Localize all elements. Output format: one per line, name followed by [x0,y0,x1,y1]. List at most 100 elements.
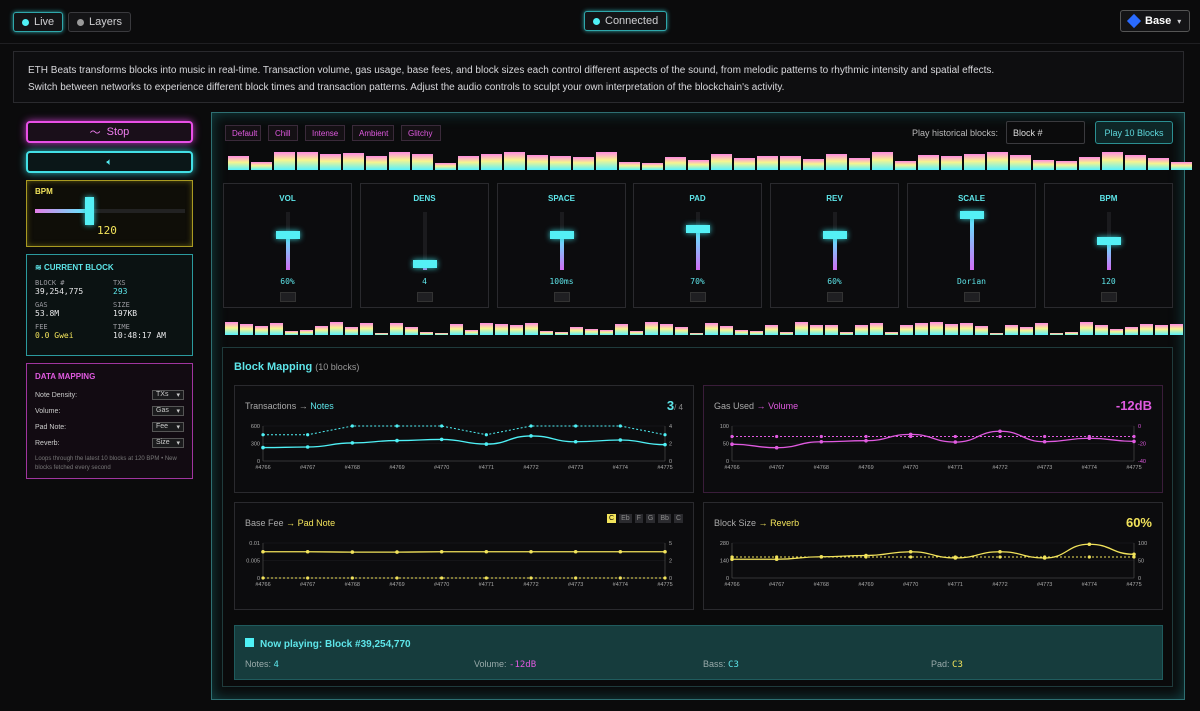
y2-tick-label: 2 [669,559,672,565]
block-label: BLOCK # [35,279,65,287]
y-tick-label: 140 [720,559,729,565]
y2-tick-label: 0 [1138,576,1141,582]
fader-toggle[interactable] [280,292,296,302]
live-label: Live [34,16,55,28]
fader-toggle[interactable] [964,292,980,302]
fader-toggle[interactable] [827,292,843,302]
x-tick-label: #4771 [479,582,494,588]
stop-button[interactable]: 〜 Stop [26,121,193,143]
data-point [1042,556,1047,560]
tx-arrow: → [298,401,308,411]
data-point-mapped [350,576,354,580]
volume-value: -12dB [509,660,537,670]
size-value: 197KB [113,309,138,318]
fader-toggle[interactable] [690,292,706,302]
data-point [1087,436,1092,441]
pad-label: Pad: [931,659,950,669]
chevron-down-icon: ▾ [176,424,180,431]
layers-tab[interactable]: Layers [68,12,132,32]
fader-knob[interactable] [550,231,574,240]
x-tick-label: #4771 [948,465,963,471]
mapping-note: Loops through the latest 10 blocks at 12… [35,456,177,471]
vu-bar [711,154,732,170]
fader-knob[interactable] [960,210,984,219]
vu-bar [945,324,958,335]
mute-button[interactable]: 🔈︎ [26,151,193,173]
y-tick-label: 0 [726,459,729,465]
fader-track[interactable] [1097,212,1121,270]
fader-toggle[interactable] [417,292,433,302]
time-value: 10:48:17 AM [113,331,166,340]
fader-fill [1107,241,1111,270]
preset-ambient[interactable]: Ambient [352,125,394,141]
mapping-row: Volume: Gas ▾ [35,403,184,419]
data-point-mapped [909,555,913,559]
gas-card: Gas Used → Volume -12dB 100 0 50 -20 0 -40 #47… [703,385,1163,493]
fader-knob[interactable] [1097,237,1121,245]
fader-toggle[interactable] [554,292,570,302]
vu-bar [780,156,801,170]
live-tab[interactable]: Live [13,12,64,32]
status-dot-icon [593,17,600,25]
vu-bar [1171,162,1192,170]
preset-intense[interactable]: Intense [305,125,345,141]
current-block-panel: ≋ CURRENT BLOCK BLOCK # 39,254,775 GAS 5… [26,254,193,356]
network-label: Base [1145,15,1172,27]
data-point-mapped [998,555,1002,559]
y-tick-label: 50 [723,442,729,448]
x-tick-label: #4771 [948,582,963,588]
vu-bar [1125,327,1138,335]
vu-bar [825,325,838,335]
fader-track[interactable] [686,212,710,270]
gas-chart: 100 0 50 -20 0 -40 #4766 #4767 #4768 #4769 #4770 #4… [720,424,1146,471]
bpm-slider-track[interactable] [35,197,185,225]
vu-bar [481,154,502,170]
fader-knob[interactable] [276,231,300,240]
fader-track[interactable] [413,212,437,270]
preset-chill[interactable]: Chill [268,125,298,141]
fader-knob[interactable] [823,231,847,240]
data-point [774,557,779,562]
series-line-mapped [263,425,666,436]
bpm-slider-knob[interactable] [85,197,94,225]
series-line [262,435,666,449]
mapping-select[interactable]: TXs ▾ [152,390,184,400]
data-point [1087,542,1092,547]
network-select[interactable]: Base ▾ [1120,10,1191,32]
preset-default[interactable]: Default [225,125,261,141]
vu-bar [585,329,598,335]
stop-label: Stop [106,126,130,138]
data-point-mapped [574,424,578,428]
fader-toggle[interactable] [1101,292,1117,302]
fader-track[interactable] [823,212,847,270]
block-number-input[interactable]: Block # [1006,121,1085,144]
x-tick-label: #4775 [1126,582,1141,588]
block-input-placeholder: Block # [1013,127,1043,138]
mapping-select[interactable]: Fee ▾ [152,422,184,432]
vu-bar [504,152,525,170]
data-point-mapped [484,433,488,437]
data-point-mapped [730,434,734,439]
vu-bar [240,324,253,335]
preset-glitchy[interactable]: Glitchy [401,125,441,141]
fader-track[interactable] [550,212,574,270]
data-point [953,440,958,444]
mapping-select[interactable]: Gas ▾ [152,406,184,416]
vu-bar [849,158,870,170]
y2-tick-label: 4 [669,424,672,430]
mapping-select-value: TXs [156,391,169,398]
x-tick-label: #4767 [300,582,315,588]
notes-value: 4 [273,660,279,670]
bpm-value: 120 [97,224,117,237]
vu-bar [765,325,778,335]
fader-knob[interactable] [686,225,710,234]
vu-bar [930,322,943,335]
fader-track[interactable] [960,210,984,270]
data-mapping-panel: DATA MAPPING Note Density: TXs ▾ Volume: Gas… [26,363,193,479]
fader-knob[interactable] [413,260,437,269]
vu-bar [297,152,318,170]
mapping-select[interactable]: Size ▾ [152,438,184,448]
x-tick-label: #4768 [345,465,360,471]
play-10-blocks-button[interactable]: Play 10 Blocks [1095,121,1173,144]
fader-track[interactable] [276,212,300,270]
